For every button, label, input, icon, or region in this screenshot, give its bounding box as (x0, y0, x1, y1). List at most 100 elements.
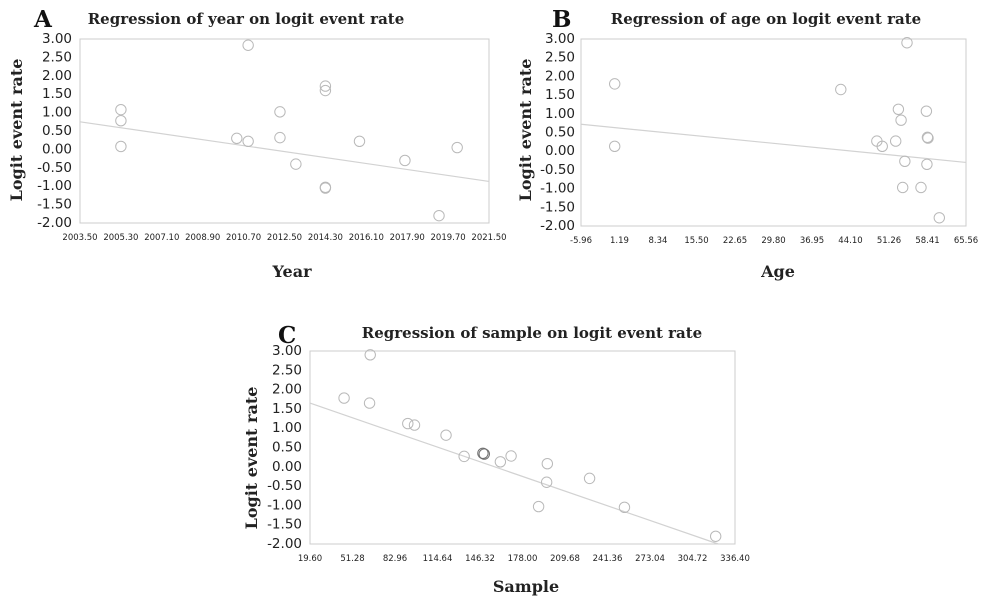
panel-c-x-ticks: 19.60 51.28 82.96 114.64 146.32 178.00 209.68 2… (298, 554, 750, 564)
panel-a: A Regression of year on logit event rate… (7, 6, 507, 281)
panel-c-y-tick-label: 1.50 (272, 401, 302, 417)
panel-b-y-tick-label: 3.00 (545, 31, 575, 47)
panel-b-x-tick-label: 8.34 (649, 236, 668, 246)
panel-a-x-tick-label: 2016.10 (349, 233, 384, 243)
panel-b-data-point (920, 105, 933, 117)
panel-b-data-point (921, 158, 933, 170)
panel-b-x-ticks: -5.96 1.19 8.34 15.50 22.65 29.80 36.95 44.10 51… (570, 236, 978, 246)
panel-b-data-point (608, 78, 621, 90)
panel-c-y-tick-label: -2.00 (267, 536, 302, 552)
panel-b-data-point (896, 181, 909, 194)
panel-a-y-axis-label: Logit event rate (7, 59, 26, 202)
panel-c-x-tick-label: 82.96 (383, 554, 407, 564)
panel-b-x-tick-label: 1.19 (610, 236, 629, 246)
panel-c-y-axis-label: Logit event rate (242, 387, 261, 530)
panel-b-data-point (608, 140, 621, 153)
panel-a-data-point (290, 158, 302, 170)
panel-c-letter: C (278, 322, 296, 349)
panel-b-y-tick-label: -1.00 (540, 181, 575, 197)
panel-b-y-tick-label: 1.50 (545, 87, 575, 103)
panel-c-x-tick-label: 19.60 (298, 554, 322, 564)
panel-c-x-tick-label: 51.28 (340, 554, 364, 564)
panel-a-y-tick-label: 1.50 (42, 86, 72, 102)
panel-a-data-point (274, 106, 286, 118)
panel-c-y-tick-label: 2.00 (272, 382, 302, 398)
panel-a-y-tick-label: -1.00 (37, 178, 72, 194)
panel-a-y-tick-label: 0.50 (42, 123, 72, 139)
panel-a-x-tick-label: 2012.50 (267, 233, 302, 243)
panel-b-letter: B (552, 6, 571, 33)
panel-c-data-point (540, 476, 553, 488)
panel-c: C Regression of sample on logit event ra… (242, 322, 750, 596)
panel-a-data-point (242, 135, 254, 148)
panel-c-data-point (583, 472, 596, 485)
panel-c-data-point (402, 417, 414, 430)
panel-c-plot-frame (309, 350, 736, 545)
panel-c-x-tick-label: 273.04 (635, 554, 665, 564)
panel-a-data-point (242, 39, 254, 51)
panel-b-y-tick-label: -2.00 (540, 218, 575, 234)
panel-b-y-tick-label: 2.50 (545, 50, 575, 66)
panel-c-x-tick-label: 304.72 (678, 554, 708, 564)
panel-a-y-tick-label: 2.00 (42, 68, 72, 84)
panel-c-data-point (494, 456, 507, 468)
panel-c-title: Regression of sample on logit event rate (362, 324, 702, 342)
panel-b-y-axis-label: Logit event rate (516, 59, 535, 202)
panel-c-data-point (541, 458, 554, 470)
panel-c-data-point (440, 429, 452, 441)
panel-b-y-tick-label: 0.00 (545, 143, 575, 159)
panel-c-points (338, 349, 722, 542)
panel-a-y-tick-label: 0.00 (42, 141, 72, 157)
panel-a-title: Regression of year on logit event rate (88, 10, 405, 28)
panel-a-y-tick-label: 3.00 (42, 31, 72, 47)
panel-c-data-point (478, 448, 490, 460)
panel-a-x-tick-label: 2010.70 (226, 233, 261, 243)
panel-a-x-ticks: 2003.50 2005.30 2007.10 2008.90 2010.70 2012.… (62, 233, 506, 243)
panel-b-x-tick-label: 22.65 (723, 236, 747, 246)
panel-a-data-point (433, 209, 445, 222)
panel-a-data-point (115, 103, 127, 116)
panel-c-y-tick-label: -1.00 (267, 497, 302, 513)
panel-b-data-point (899, 155, 911, 167)
panel-c-data-point (618, 501, 631, 514)
panel-b: B Regression of age on logit event rate … (516, 6, 978, 281)
panel-a-plot-frame (79, 38, 490, 224)
panel-c-x-tick-label: 209.68 (550, 554, 580, 564)
panel-b-data-point (895, 114, 907, 126)
panel-a-regression-line (79, 121, 490, 183)
panel-b-title: Regression of age on logit event rate (611, 10, 921, 28)
panel-c-x-tick-label: 336.40 (720, 554, 750, 564)
panel-a-data-point (115, 114, 127, 127)
panel-a-data-point (399, 154, 411, 167)
panel-a-data-point (115, 140, 127, 153)
panel-c-y-tick-label: 1.00 (272, 420, 302, 436)
panel-a-x-tick-label: 2014.30 (308, 233, 343, 243)
panel-b-x-tick-label: -5.96 (570, 236, 592, 246)
panel-b-plot-frame (580, 38, 967, 227)
panel-b-x-tick-label: 44.10 (838, 236, 862, 246)
panel-a-y-tick-label: -2.00 (37, 215, 72, 231)
panel-c-data-point (477, 447, 489, 459)
panel-c-data-point (458, 450, 470, 463)
panel-c-data-point (364, 349, 376, 361)
panel-c-data-point (532, 500, 545, 513)
panel-b-data-point (922, 132, 934, 144)
panel-b-points (608, 37, 945, 224)
panel-b-data-point (915, 181, 927, 194)
panel-c-y-tick-label: 0.50 (272, 440, 302, 456)
panel-c-x-axis-label: Sample (493, 577, 559, 596)
panel-a-x-tick-label: 2019.70 (431, 233, 466, 243)
panel-c-x-tick-label: 114.64 (423, 554, 453, 564)
panel-b-data-point (892, 103, 905, 116)
panel-a-data-point (319, 80, 332, 92)
panel-b-data-point (889, 135, 902, 147)
panel-a-y-ticks: 3.00 2.50 2.00 1.50 1.00 0.50 0.00 -0.50 -1.00 -1… (37, 31, 72, 231)
panel-c-y-tick-label: 3.00 (272, 343, 302, 359)
panel-c-data-point (505, 450, 517, 462)
panel-c-data-point (338, 392, 350, 404)
panel-b-x-tick-label: 29.80 (761, 236, 785, 246)
panel-a-data-point (231, 132, 243, 145)
panel-b-data-point (876, 140, 888, 153)
panel-a-y-tick-label: -0.50 (37, 160, 72, 176)
